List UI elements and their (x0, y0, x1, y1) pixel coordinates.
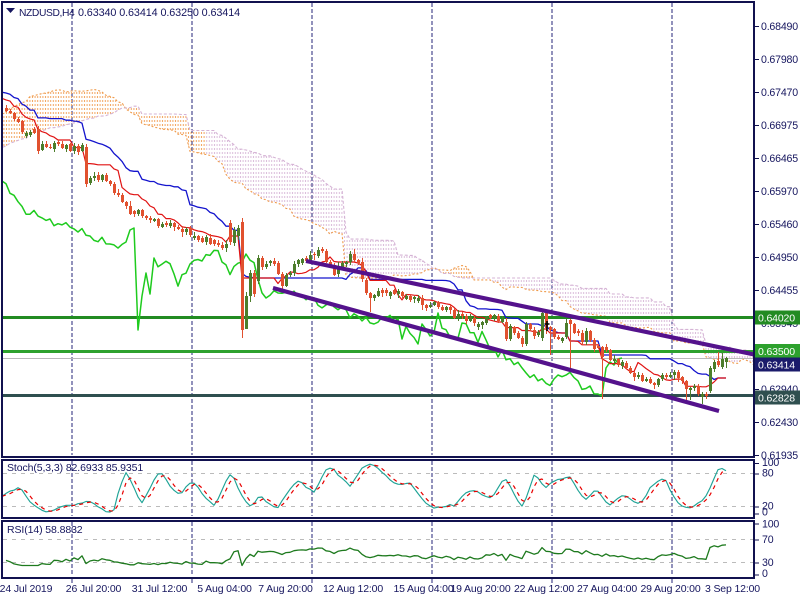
svg-text:NZDUSD,H4: NZDUSD,H4 (19, 8, 75, 19)
svg-text:27 Aug 04:00: 27 Aug 04:00 (577, 583, 637, 595)
svg-text:22 Aug 12:00: 22 Aug 12:00 (514, 583, 574, 595)
svg-text:0.61935: 0.61935 (761, 450, 798, 462)
svg-text:29 Aug 20:00: 29 Aug 20:00 (640, 583, 700, 595)
svg-text:0.64455: 0.64455 (761, 285, 798, 297)
svg-text:20: 20 (762, 501, 774, 513)
svg-text:70: 70 (762, 534, 774, 546)
svg-text:0.66975: 0.66975 (761, 120, 798, 132)
svg-text:7 Aug 20:00: 7 Aug 20:00 (258, 583, 313, 595)
svg-text:0: 0 (762, 568, 768, 580)
svg-text:24 Jul 2019: 24 Jul 2019 (0, 583, 53, 595)
svg-text:0.64950: 0.64950 (761, 252, 798, 264)
svg-text:3 Sep 12:00: 3 Sep 12:00 (705, 583, 760, 595)
svg-text:30: 30 (762, 557, 774, 569)
svg-text:15 Aug 04:00: 15 Aug 04:00 (393, 583, 453, 595)
svg-text:RSI(14) 58.8832: RSI(14) 58.8832 (7, 524, 83, 536)
svg-text:0: 0 (762, 507, 768, 519)
svg-text:0.66465: 0.66465 (761, 153, 798, 165)
svg-text:0.65460: 0.65460 (761, 219, 798, 231)
svg-text:31 Jul 12:00: 31 Jul 12:00 (132, 583, 188, 595)
svg-text:0.63414: 0.63414 (758, 360, 795, 372)
svg-text:100: 100 (762, 519, 779, 531)
svg-text:19 Aug 20:00: 19 Aug 20:00 (450, 583, 510, 595)
svg-text:12 Aug 12:00: 12 Aug 12:00 (323, 583, 383, 595)
svg-text:0.67470: 0.67470 (761, 87, 798, 99)
svg-text:0.67980: 0.67980 (761, 54, 798, 66)
svg-text:Stoch(5,3,3) 82.6933 85.9351: Stoch(5,3,3) 82.6933 85.9351 (7, 462, 143, 474)
svg-text:0.62828: 0.62828 (758, 393, 795, 405)
svg-text:100: 100 (762, 457, 779, 469)
svg-text:0.63340 0.63414 0.63250 0.6341: 0.63340 0.63414 0.63250 0.63414 (78, 7, 240, 19)
svg-text:0.65970: 0.65970 (761, 186, 798, 198)
svg-text:26 Jul 20:00: 26 Jul 20:00 (66, 583, 122, 595)
svg-text:0.62430: 0.62430 (761, 417, 798, 429)
svg-text:0.64020: 0.64020 (758, 313, 795, 325)
svg-text:0.63500: 0.63500 (758, 346, 795, 358)
svg-text:80: 80 (762, 468, 774, 480)
svg-text:0.68490: 0.68490 (761, 21, 798, 33)
svg-text:5 Aug 04:00: 5 Aug 04:00 (197, 583, 252, 595)
